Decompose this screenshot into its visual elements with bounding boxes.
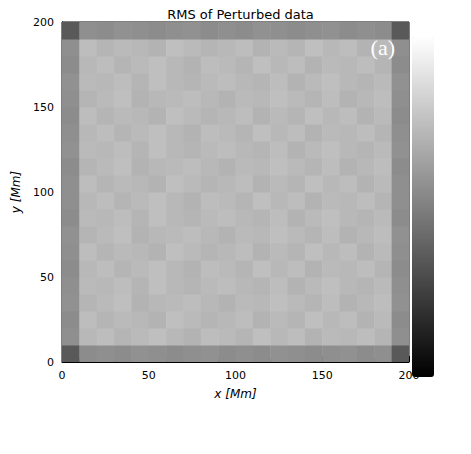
svg-text:100: 100 — [33, 186, 54, 199]
svg-text:y [Mm]: y [Mm] — [9, 171, 23, 215]
svg-text:150: 150 — [33, 101, 54, 114]
svg-text:0: 0 — [47, 356, 54, 369]
svg-text:(a): (a) — [371, 35, 395, 60]
svg-text:200: 200 — [398, 369, 420, 382]
svg-text:50: 50 — [142, 369, 156, 382]
svg-text:x [Mm]: x [Mm] — [213, 387, 257, 401]
svg-text:RMS of Perturbed data: RMS of Perturbed data — [167, 7, 314, 22]
svg-text:200: 200 — [33, 16, 54, 29]
svg-text:50: 50 — [40, 271, 54, 284]
svg-text:150: 150 — [312, 369, 333, 382]
svg-text:100: 100 — [225, 369, 246, 382]
svg-text:0: 0 — [59, 369, 66, 382]
